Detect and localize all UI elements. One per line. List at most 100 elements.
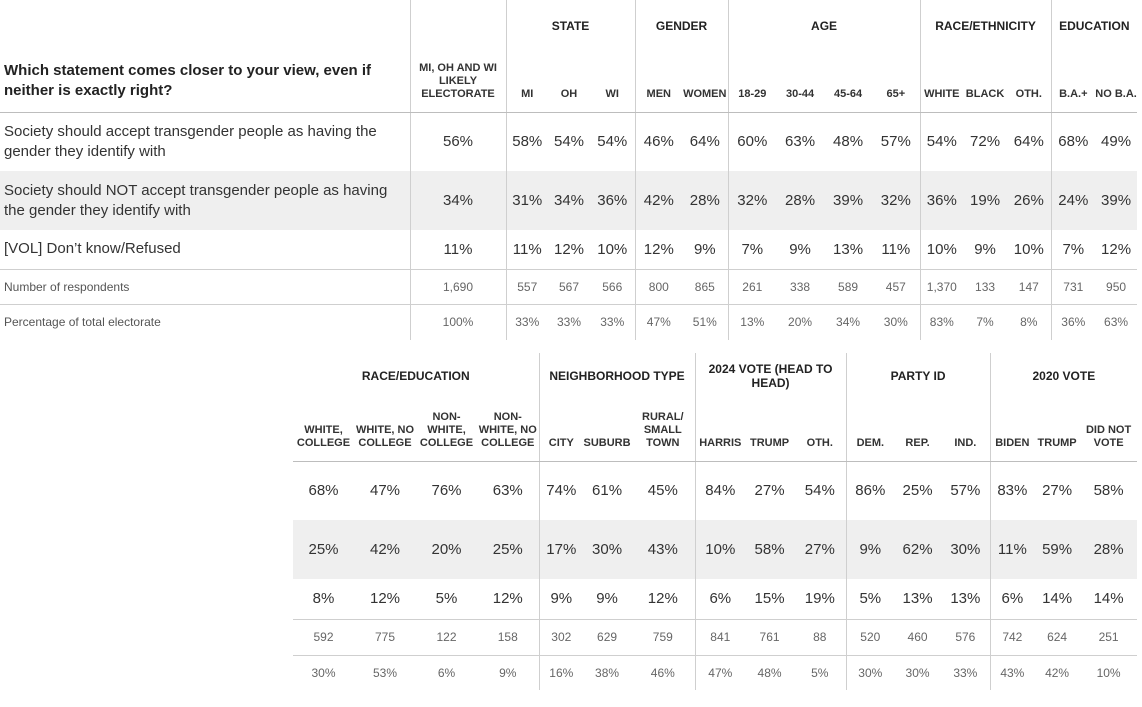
col-header-black: BLACK <box>963 52 1008 113</box>
col-header-65-plus: 65+ <box>872 52 921 113</box>
cell: 133 <box>963 268 1008 304</box>
question-title: Which statement comes closer to your vie… <box>0 52 410 113</box>
cell: 13% <box>950 590 981 608</box>
cell: 24% <box>1050 171 1096 230</box>
col-header-rep: REP. <box>894 398 942 462</box>
cell: 566 <box>590 268 636 304</box>
cell: 17% <box>538 520 584 579</box>
table-row: 68% 47% 76% 63% 74% 61% 45% 84% 27% 54% … <box>293 461 1137 520</box>
cell: 759 <box>631 618 696 655</box>
cell: 27% <box>794 520 847 579</box>
cell: 30% <box>583 520 632 579</box>
cell: 34% <box>824 303 873 340</box>
cell: 62% <box>894 520 942 579</box>
cell: 338 <box>776 268 825 304</box>
col-header-nonwhite-college: NON-WHITE, COLLEGE <box>416 398 477 462</box>
row-label-not-accept: Society should NOT accept transgender pe… <box>0 171 410 230</box>
cell: 57% <box>880 133 911 151</box>
cell: 11% <box>989 520 1035 579</box>
cell: 27% <box>754 482 785 500</box>
cell: 39% <box>824 171 873 230</box>
crosstab-top: STATE GENDER AGE RACE/ETHNICITY EDUCATIO… <box>0 0 1138 340</box>
cell: 42% <box>1034 654 1081 690</box>
cell: 8% <box>1007 303 1052 340</box>
cell: 60% <box>727 112 777 171</box>
cell: 46% <box>631 654 696 690</box>
col-header-harris: HARRIS <box>694 398 746 462</box>
cell: 33% <box>941 654 991 690</box>
cell: 775 <box>354 618 416 655</box>
cell: 10% <box>694 520 746 579</box>
cell: 742 <box>989 618 1035 655</box>
cell: 5% <box>435 590 458 608</box>
cell: 25% <box>902 482 933 500</box>
cell: 11% <box>881 240 911 258</box>
cell: 30% <box>894 654 942 690</box>
group-party-id: PARTY ID <box>845 353 991 398</box>
cell: 31% <box>505 171 548 230</box>
cell: 12% <box>1101 240 1132 258</box>
col-header-no-ba: NO B.A. <box>1095 52 1138 113</box>
row-label-share: Percentage of total electorate <box>0 303 410 340</box>
cell: 460 <box>894 618 942 655</box>
cell: 25% <box>293 520 354 579</box>
cell: 30% <box>293 654 354 690</box>
col-header-total: MI, OH AND WI LIKELY ELECTORATE <box>409 52 506 113</box>
cell: 32% <box>872 171 921 230</box>
cell: 38% <box>583 654 632 690</box>
group-race-ethnicity: RACE/ETHNICITY <box>919 0 1052 52</box>
cell: 9% <box>789 240 811 258</box>
cell: 46% <box>634 112 683 171</box>
table-row: 8% 12% 5% 12% 9% 9% 12% 6% 15% 19% 5% 13… <box>293 579 1137 619</box>
cell: 5% <box>794 654 847 690</box>
cell: 19% <box>804 590 835 608</box>
cell: 147 <box>1007 268 1052 304</box>
cell: 47% <box>634 303 683 340</box>
cell: 7% <box>963 303 1008 340</box>
cell: 28% <box>776 171 825 230</box>
cell: 63% <box>785 133 816 151</box>
col-header-oth: OTH. <box>1007 52 1052 113</box>
cell: 731 <box>1050 268 1096 304</box>
table-row: [VOL] Don’t know/Refused 11% 11% 12% 10%… <box>0 230 1137 269</box>
col-header-did-not-vote: DID NOT VOTE <box>1080 398 1138 462</box>
col-header-white: WHITE <box>919 52 964 113</box>
cell: 58% <box>505 112 548 171</box>
row-label-accept: Society should accept transgender people… <box>4 122 377 160</box>
group-gender: GENDER <box>634 0 729 52</box>
cell: 54% <box>804 482 835 500</box>
col-header-dem: DEM. <box>845 398 895 462</box>
cell: 36% <box>590 171 636 230</box>
cell: 629 <box>583 618 632 655</box>
cell: 64% <box>689 133 720 151</box>
cell: 10% <box>1013 240 1044 258</box>
col-header-women: WOMEN <box>682 52 729 113</box>
cell: 520 <box>845 618 895 655</box>
cell: 27% <box>1042 482 1073 500</box>
cell: 53% <box>354 654 416 690</box>
cell: 20% <box>776 303 825 340</box>
cell: 58% <box>745 520 795 579</box>
cell: 800 <box>634 268 683 304</box>
cell: 12% <box>369 590 401 608</box>
col-header-rural: RURAL/ SMALL TOWN <box>631 398 696 462</box>
table-row: Society should NOT accept transgender pe… <box>0 171 1138 230</box>
cell: 7% <box>727 230 777 269</box>
cell: 122 <box>416 618 477 655</box>
table-row: Percentage of total electorate 100% 33% … <box>0 303 1138 340</box>
cell: 6% <box>694 579 746 619</box>
cell: 47% <box>694 654 746 690</box>
cell: 10% <box>1080 654 1138 690</box>
cell: 54% <box>597 133 628 151</box>
cell: 9% <box>693 240 716 258</box>
cell: 58% <box>1093 482 1124 500</box>
cell: 589 <box>824 268 873 304</box>
cell-total: 1,690 <box>409 268 506 304</box>
cell: 76% <box>431 482 462 500</box>
cell: 567 <box>548 268 590 304</box>
cell: 16% <box>538 654 584 690</box>
col-header-white-no-college: WHITE, NO COLLEGE <box>354 398 416 462</box>
cell: 592 <box>293 618 354 655</box>
cell: 8% <box>312 590 335 608</box>
col-header-oh: OH <box>548 52 590 113</box>
